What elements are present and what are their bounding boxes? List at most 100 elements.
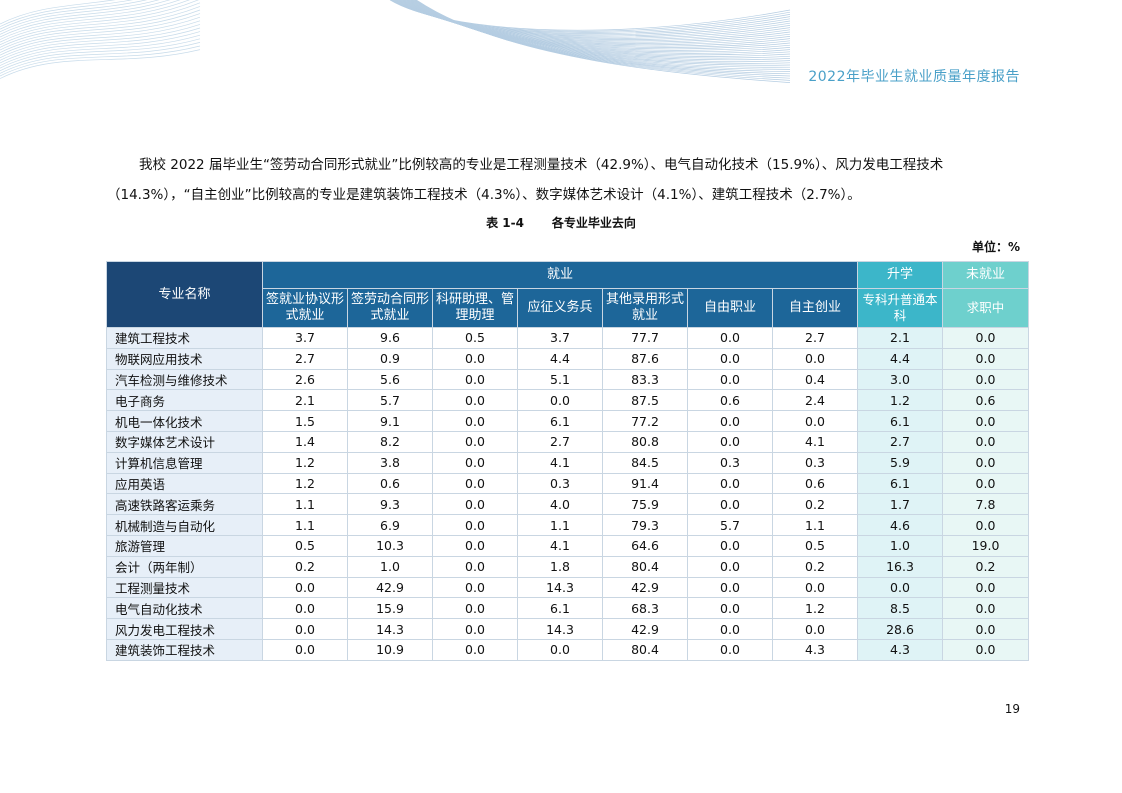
major-name-cell: 应用英语: [106, 472, 263, 495]
column-header: 自主创业: [772, 288, 858, 328]
value-cell: 0.0: [432, 514, 518, 536]
value-cell: 0.0: [687, 347, 773, 370]
value-cell: 1.2: [857, 389, 943, 412]
value-cell: 6.1: [517, 410, 603, 432]
value-cell: 6.9: [347, 514, 433, 536]
table-row: 电气自动化技术 0.0 15.9 0.0 6.1 68.3 0.0 1.2 8.5 0.0: [106, 597, 1029, 620]
major-name-cell: 汽车检测与维修技术: [106, 368, 263, 391]
value-cell: 1.2: [772, 597, 858, 620]
value-cell: 0.6: [687, 389, 773, 412]
table-row: 机械制造与自动化 1.1 6.9 0.0 1.1 79.3 5.7 1.1 4.6 0.0: [106, 514, 1029, 536]
value-cell: 0.0: [942, 638, 1029, 661]
decorative-wave-lines: [0, 0, 791, 83]
value-cell: 0.0: [687, 472, 773, 495]
value-cell: 0.0: [517, 638, 603, 661]
table-row: 物联网应用技术 2.7 0.9 0.0 4.4 87.6 0.0 0.0 4.4 0.0: [106, 347, 1029, 370]
major-name-cell: 物联网应用技术: [106, 347, 263, 370]
value-cell: 0.0: [262, 638, 348, 661]
major-name-cell: 数字媒体艺术设计: [106, 430, 263, 453]
value-cell: 2.7: [517, 430, 603, 453]
value-cell: 0.2: [772, 555, 858, 578]
value-cell: 0.2: [262, 555, 348, 578]
value-cell: 0.0: [942, 472, 1029, 495]
value-cell: 0.0: [432, 576, 518, 599]
table-row: 应用英语 1.2 0.6 0.0 0.3 91.4 0.0 0.6 6.1 0.0: [106, 472, 1029, 495]
value-cell: 8.2: [347, 430, 433, 453]
value-cell: 0.6: [347, 472, 433, 495]
column-header: 签就业协议形式就业: [262, 288, 348, 328]
table-row: 计算机信息管理 1.2 3.8 0.0 4.1 84.5 0.3 0.3 5.9 0.0: [106, 451, 1029, 474]
header-group-employment: 就业: [262, 261, 858, 289]
value-cell: 4.3: [772, 638, 858, 661]
major-name-cell: 工程测量技术: [106, 576, 263, 599]
value-cell: 0.3: [772, 451, 858, 474]
report-header-title: 2022年毕业生就业质量年度报告: [808, 69, 1020, 85]
major-name-cell: 电气自动化技术: [106, 597, 263, 620]
header-group-unemployed: 未就业: [942, 261, 1029, 289]
value-cell: 16.3: [857, 555, 943, 578]
value-cell: 2.7: [857, 430, 943, 453]
value-cell: 0.0: [262, 618, 348, 640]
value-cell: 5.6: [347, 368, 433, 391]
major-name-cell: 高速铁路客运乘务: [106, 493, 263, 516]
value-cell: 4.0: [517, 493, 603, 516]
value-cell: 0.5: [772, 534, 858, 557]
table-row: 电子商务 2.1 5.7 0.0 0.0 87.5 0.6 2.4 1.2 0.6: [106, 389, 1029, 412]
value-cell: 0.0: [687, 576, 773, 599]
column-header: 科研助理、管理助理: [432, 288, 518, 328]
value-cell: 83.3: [602, 368, 688, 391]
major-name-cell: 机械制造与自动化: [106, 514, 263, 536]
major-name-cell: 计算机信息管理: [106, 451, 263, 474]
value-cell: 0.0: [517, 389, 603, 412]
column-header: 应征义务兵: [517, 288, 603, 328]
value-cell: 4.4: [517, 347, 603, 370]
value-cell: 0.0: [262, 597, 348, 620]
value-cell: 5.7: [347, 389, 433, 412]
value-cell: 0.0: [772, 347, 858, 370]
value-cell: 0.0: [432, 493, 518, 516]
value-cell: 42.9: [347, 576, 433, 599]
value-cell: 3.7: [262, 327, 348, 349]
value-cell: 0.0: [942, 597, 1029, 620]
value-cell: 0.0: [432, 389, 518, 412]
value-cell: 2.7: [262, 347, 348, 370]
column-header: 签劳动合同形式就业: [347, 288, 433, 328]
value-cell: 0.0: [432, 472, 518, 495]
table-caption: 表 1-4 各专业毕业去向: [0, 214, 1122, 231]
value-cell: 4.3: [857, 638, 943, 661]
value-cell: 28.6: [857, 618, 943, 640]
value-cell: 5.7: [687, 514, 773, 536]
column-header: 自由职业: [687, 288, 773, 328]
value-cell: 0.0: [942, 368, 1029, 391]
table-row: 建筑工程技术 3.7 9.6 0.5 3.7 77.7 0.0 2.7 2.1 0.0: [106, 327, 1029, 349]
major-name-cell: 建筑装饰工程技术: [106, 638, 263, 661]
value-cell: 1.0: [347, 555, 433, 578]
value-cell: 87.6: [602, 347, 688, 370]
value-cell: 0.0: [942, 410, 1029, 432]
value-cell: 80.8: [602, 430, 688, 453]
value-cell: 1.0: [857, 534, 943, 557]
value-cell: 2.1: [262, 389, 348, 412]
major-name-cell: 电子商务: [106, 389, 263, 412]
value-cell: 91.4: [602, 472, 688, 495]
value-cell: 0.0: [687, 368, 773, 391]
value-cell: 64.6: [602, 534, 688, 557]
value-cell: 10.9: [347, 638, 433, 661]
value-cell: 87.5: [602, 389, 688, 412]
value-cell: 1.4: [262, 430, 348, 453]
value-cell: 1.1: [262, 493, 348, 516]
value-cell: 79.3: [602, 514, 688, 536]
table-row: 建筑装饰工程技术 0.0 10.9 0.0 0.0 80.4 0.0 4.3 4.3 0.0: [106, 638, 1029, 661]
value-cell: 0.0: [432, 618, 518, 640]
value-cell: 2.4: [772, 389, 858, 412]
value-cell: 2.6: [262, 368, 348, 391]
value-cell: 15.9: [347, 597, 433, 620]
value-cell: 0.2: [772, 493, 858, 516]
value-cell: 9.1: [347, 410, 433, 432]
major-name-cell: 旅游管理: [106, 534, 263, 557]
value-cell: 80.4: [602, 638, 688, 661]
value-cell: 1.2: [262, 472, 348, 495]
table-row: 高速铁路客运乘务 1.1 9.3 0.0 4.0 75.9 0.0 0.2 1.7 7.8: [106, 493, 1029, 516]
value-cell: 0.0: [432, 451, 518, 474]
value-cell: 2.7: [772, 327, 858, 349]
